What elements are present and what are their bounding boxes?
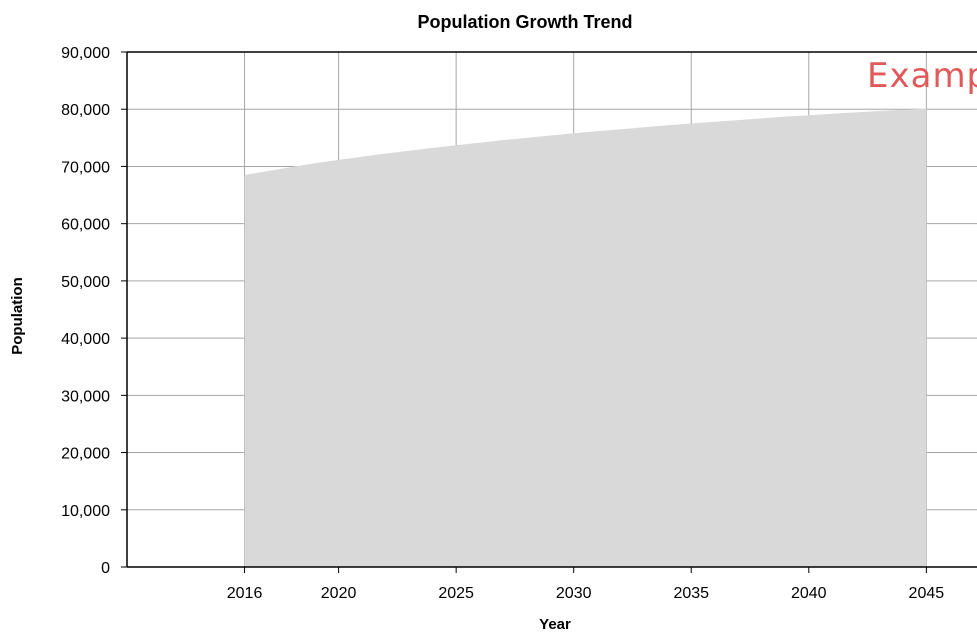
x-tick-label: 2035 — [673, 585, 709, 602]
x-tick-label: 2030 — [556, 585, 592, 602]
y-tick-label: 40,000 — [61, 331, 110, 348]
chart-title: Population Growth Trend — [418, 12, 633, 32]
x-tick-label: 2045 — [909, 585, 945, 602]
y-axis-title: Population — [9, 277, 26, 355]
x-tick-label: 2025 — [438, 585, 474, 602]
y-tick-label: 60,000 — [61, 217, 110, 234]
x-tick-label: 2016 — [227, 585, 263, 602]
x-axis-title: Year — [539, 616, 571, 633]
y-tick-label: 10,000 — [61, 503, 110, 520]
x-tick-label: 2040 — [791, 585, 827, 602]
y-tick-label: 30,000 — [61, 388, 110, 405]
plot-area: 0 10,000 20,000 30,000 40,000 50,000 60,000 70,… — [61, 45, 977, 602]
y-tick-label: 90,000 — [61, 45, 110, 62]
area-series — [244, 108, 927, 568]
watermark-text: Example — [867, 56, 977, 96]
y-tick-label: 80,000 — [61, 102, 110, 119]
x-tick-label: 2020 — [321, 585, 357, 602]
y-tick-label: 20,000 — [61, 446, 110, 463]
y-tick-label: 0 — [101, 560, 110, 577]
y-tick-label: 50,000 — [61, 274, 110, 291]
y-tick-label: 70,000 — [61, 159, 110, 176]
